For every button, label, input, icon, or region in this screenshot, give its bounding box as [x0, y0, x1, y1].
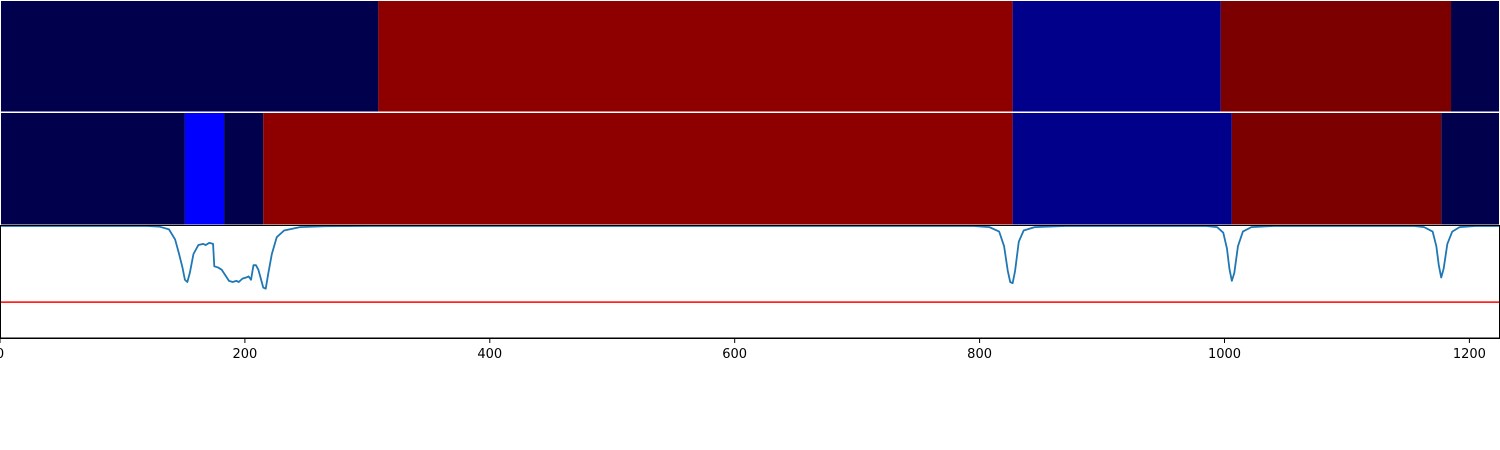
x-axis: 0 200 400 600 800 1000 1200	[0, 338, 1500, 362]
line-panel-background	[0, 226, 1500, 338]
x-tick-label-400: 400	[477, 347, 502, 362]
segment-panel-2	[0, 112, 1500, 226]
segment-row2-3	[263, 113, 1013, 225]
segment-row1-3	[1220, 1, 1452, 112]
x-tick-label-1000: 1000	[1208, 347, 1241, 362]
segment-row1-4	[1451, 1, 1500, 112]
signal-line	[0, 225, 1500, 290]
x-tick-label-600: 600	[722, 347, 747, 362]
segment-row2-5	[1231, 113, 1442, 225]
line-panel	[0, 225, 1500, 339]
x-tick-label-800: 800	[967, 347, 992, 362]
segment-row2-4	[1012, 113, 1232, 225]
segment-row2-6	[1441, 113, 1500, 225]
segment-row1-0	[0, 1, 379, 112]
segment-row2-0	[0, 113, 185, 225]
segment-row2-1	[184, 113, 225, 225]
segment-panel-1	[0, 0, 1500, 113]
segment-row1-1	[378, 1, 1013, 112]
x-tick-label-0: 0	[0, 347, 4, 362]
segment-row1-2	[1012, 1, 1221, 112]
x-tick-label-200: 200	[232, 347, 257, 362]
x-tick-label-1200: 1200	[1453, 347, 1486, 362]
segment-row2-2	[224, 113, 264, 225]
